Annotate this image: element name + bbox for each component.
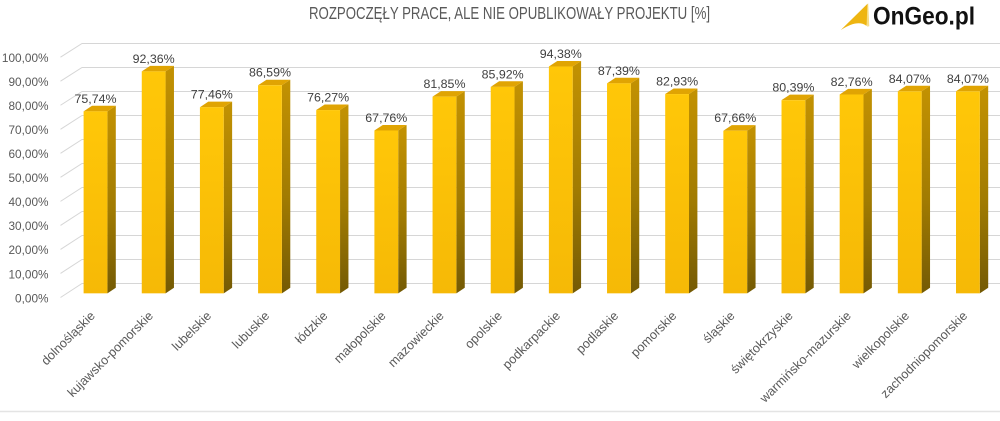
svg-text:40,00%: 40,00% (8, 195, 49, 209)
svg-text:20,00%: 20,00% (8, 243, 49, 257)
svg-text:80,39%: 80,39% (772, 81, 814, 95)
svg-text:84,07%: 84,07% (947, 72, 989, 86)
svg-text:0,00%: 0,00% (15, 291, 49, 305)
svg-text:85,92%: 85,92% (482, 67, 524, 81)
svg-text:30,00%: 30,00% (8, 219, 49, 233)
svg-text:82,76%: 82,76% (831, 75, 873, 89)
svg-text:87,39%: 87,39% (598, 64, 640, 78)
svg-text:67,76%: 67,76% (365, 111, 407, 125)
svg-text:100,00%: 100,00% (2, 51, 49, 65)
svg-text:50,00%: 50,00% (8, 171, 49, 185)
svg-text:84,07%: 84,07% (889, 72, 931, 86)
svg-text:77,46%: 77,46% (191, 88, 233, 102)
svg-text:92,36%: 92,36% (133, 52, 175, 66)
svg-text:OnGeo.pl: OnGeo.pl (873, 3, 975, 31)
svg-text:82,93%: 82,93% (656, 74, 698, 88)
svg-text:90,00%: 90,00% (8, 75, 49, 89)
svg-text:10,00%: 10,00% (8, 267, 49, 281)
svg-text:60,00%: 60,00% (8, 147, 49, 161)
svg-text:ROZPOCZĘŁY PRACE, ALE NIE OPUB: ROZPOCZĘŁY PRACE, ALE NIE OPUBLIKOWAŁY P… (309, 3, 710, 23)
svg-text:76,27%: 76,27% (307, 90, 349, 104)
svg-text:80,00%: 80,00% (8, 99, 49, 113)
svg-text:67,66%: 67,66% (714, 111, 756, 125)
svg-text:75,74%: 75,74% (74, 92, 116, 106)
svg-text:86,59%: 86,59% (249, 66, 291, 80)
svg-text:94,38%: 94,38% (540, 47, 582, 61)
svg-text:81,85%: 81,85% (423, 77, 465, 91)
svg-text:70,00%: 70,00% (8, 123, 49, 137)
